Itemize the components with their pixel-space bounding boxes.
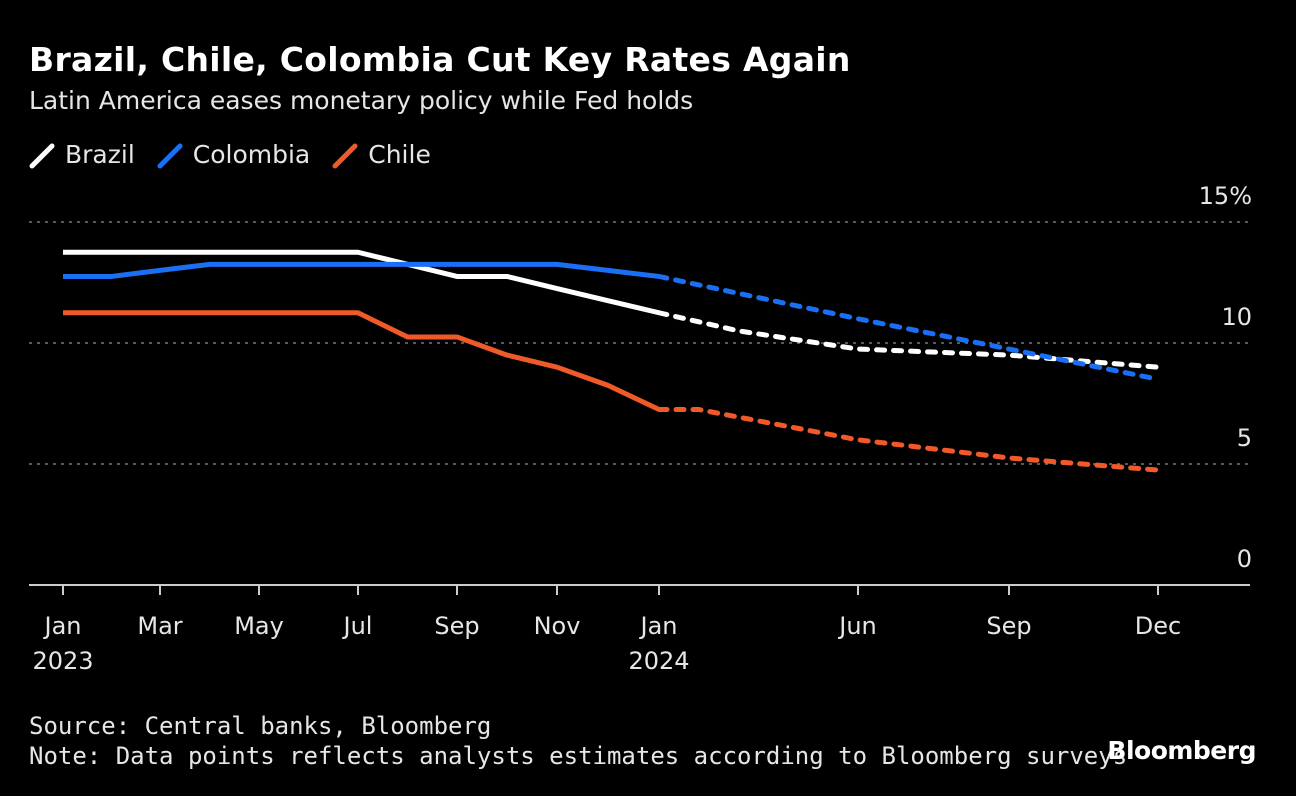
x-tick-label: Jul: [342, 612, 373, 640]
y-tick-label: 0: [1237, 545, 1252, 573]
bloomberg-logo: Bloomberg: [1107, 736, 1256, 765]
x-tick-label: Sep: [434, 612, 479, 640]
chart-title: Brazil, Chile, Colombia Cut Key Rates Ag…: [29, 40, 851, 79]
x-tick-label: Dec: [1135, 612, 1181, 640]
series-forecast-line-chile: [656, 407, 1161, 473]
legend-label: Brazil: [65, 140, 135, 169]
x-tick-year-label: 2024: [628, 647, 689, 675]
series-line-chile: [63, 310, 661, 412]
footnote: Note: Data points reflects analysts esti…: [29, 742, 1128, 770]
legend-swatch-chile: [332, 143, 358, 168]
y-tick-label: 10: [1221, 303, 1252, 331]
x-tick-label: Nov: [534, 612, 581, 640]
legend-item-colombia: Colombia: [157, 140, 310, 169]
series-line-colombia: [63, 261, 660, 279]
legend-item-chile: Chile: [332, 140, 431, 169]
y-tick-label: 5: [1237, 424, 1252, 452]
x-tick-label: May: [234, 612, 284, 640]
x-tick-label: Jun: [837, 612, 877, 640]
series-forecast-line-colombia: [656, 273, 1161, 382]
x-tick-year-label: 2023: [32, 647, 93, 675]
series-line-brazil: [63, 249, 660, 316]
source-note: Source: Central banks, Bloomberg: [29, 712, 492, 740]
x-tick-label: Jan: [43, 612, 82, 640]
legend-label: Chile: [368, 140, 431, 169]
legend-item-brazil: Brazil: [29, 140, 135, 169]
x-tick-label: Jan: [639, 612, 678, 640]
series-forecast-line-brazil: [656, 310, 1161, 370]
x-tick-label: Mar: [137, 612, 182, 640]
x-tick-label: Sep: [986, 612, 1031, 640]
chart-subtitle: Latin America eases monetary policy whil…: [29, 86, 694, 115]
legend-swatch-brazil: [29, 143, 55, 168]
y-tick-label: 15%: [1199, 182, 1252, 210]
legend: Brazil Colombia Chile: [29, 140, 431, 169]
legend-swatch-colombia: [157, 143, 183, 168]
legend-label: Colombia: [192, 140, 311, 169]
